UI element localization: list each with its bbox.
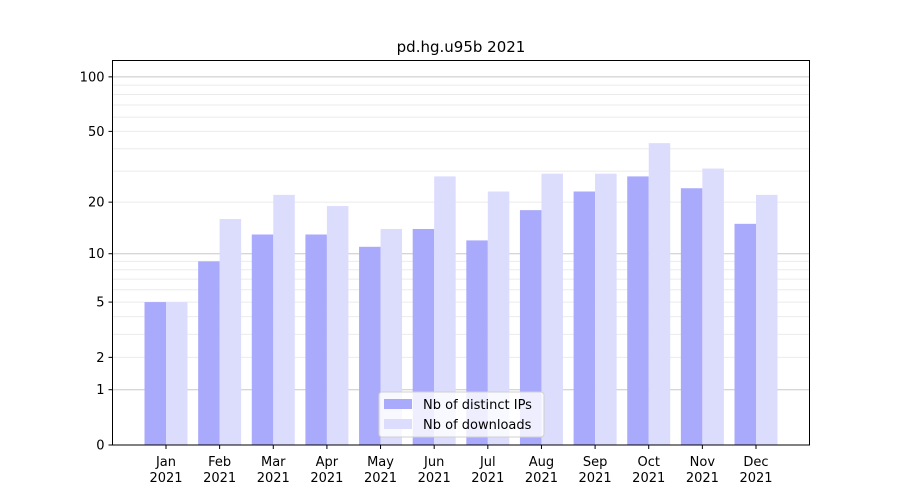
x-axis: Jan2021Feb2021Mar2021Apr2021May2021Jun20… [149, 445, 773, 486]
x-tick-label-month: Oct [637, 455, 659, 470]
x-tick-label-month: Apr [316, 455, 339, 470]
bar-distinct-ips [627, 176, 649, 445]
x-tick-label-year: 2021 [632, 471, 665, 486]
x-tick-label-month: May [367, 455, 394, 470]
y-tick-label: 10 [88, 247, 105, 262]
bar-downloads [219, 219, 242, 445]
x-tick-label-year: 2021 [257, 471, 290, 486]
x-tick-label-month: Jan [155, 455, 176, 470]
bar-distinct-ips [359, 246, 381, 445]
bar-downloads [434, 176, 456, 445]
y-tick-label: 50 [88, 125, 105, 140]
x-tick-label-month: Nov [690, 455, 716, 470]
x-tick-label-year: 2021 [579, 471, 612, 486]
bar-downloads [166, 302, 188, 445]
y-tick-label: 0 [96, 439, 104, 454]
bar-distinct-ips [144, 302, 166, 445]
x-tick-label-month: Mar [261, 455, 286, 470]
x-tick-label-year: 2021 [686, 471, 719, 486]
bar-distinct-ips [198, 261, 220, 445]
legend-swatch [384, 419, 412, 429]
bar-distinct-ips [251, 234, 274, 445]
x-tick-label-year: 2021 [310, 471, 343, 486]
legend: Nb of distinct IPs Nb of downloads [378, 391, 545, 438]
bars [144, 143, 778, 446]
bar-downloads [595, 173, 617, 445]
legend-label: Nb of distinct IPs [423, 398, 532, 413]
y-axis: 0 1 2 5 10 20 50 100 [80, 70, 113, 454]
x-tick-label-year: 2021 [203, 471, 236, 486]
y-tick-label: 100 [80, 70, 105, 85]
y-tick-label: 2 [96, 351, 104, 366]
bar-downloads [487, 191, 510, 445]
bar-downloads [648, 143, 671, 446]
plot-frame [112, 60, 810, 446]
bar-downloads [541, 173, 563, 445]
legend-swatch [384, 399, 412, 409]
bar-distinct-ips [305, 234, 327, 445]
legend-box [378, 391, 545, 438]
bar-downloads [273, 194, 295, 445]
x-tick-label-month: Sep [583, 455, 608, 470]
x-tick-label-year: 2021 [525, 471, 558, 486]
x-tick-label-year: 2021 [149, 471, 182, 486]
x-tick-label-year: 2021 [418, 471, 451, 486]
bar-downloads [702, 168, 724, 445]
y-tick-label: 20 [88, 196, 105, 211]
y-tick-label: 1 [96, 383, 104, 398]
x-tick-label-month: Dec [743, 455, 768, 470]
y-tick-label: 5 [96, 296, 104, 311]
bar-downloads [326, 206, 349, 445]
bar-distinct-ips [734, 223, 756, 445]
bar-distinct-ips [519, 210, 542, 445]
x-tick-label-month: Aug [529, 455, 554, 470]
chart-title: pd.hg.u95b 2021 [397, 38, 526, 56]
x-tick-label-year: 2021 [739, 471, 772, 486]
legend-label: Nb of downloads [423, 418, 532, 433]
bar-distinct-ips [412, 228, 435, 445]
x-tick-label-year: 2021 [471, 471, 504, 486]
bar-downloads [756, 194, 778, 445]
x-tick-label-year: 2021 [364, 471, 397, 486]
bar-distinct-ips [680, 188, 703, 445]
bar-downloads [380, 228, 403, 445]
bar-distinct-ips [573, 191, 596, 445]
x-tick-label-month: Feb [208, 455, 231, 470]
x-tick-label-month: Jul [479, 455, 496, 470]
x-tick-label-month: Jun [423, 455, 444, 470]
